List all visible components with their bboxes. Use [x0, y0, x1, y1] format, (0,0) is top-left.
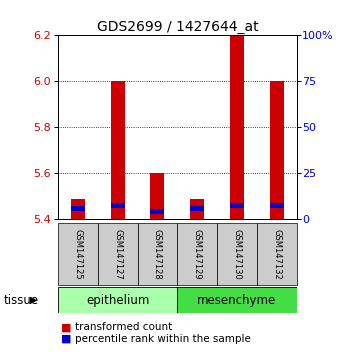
Text: GSM147130: GSM147130 — [233, 229, 241, 279]
Text: GSM147132: GSM147132 — [272, 229, 281, 279]
Bar — [230, 35, 244, 219]
Bar — [58, 287, 177, 313]
Bar — [71, 206, 85, 211]
Bar — [150, 209, 164, 214]
Bar — [270, 204, 284, 209]
Bar — [190, 199, 204, 219]
Text: ▶: ▶ — [30, 295, 37, 305]
Text: GSM147127: GSM147127 — [113, 229, 122, 279]
Text: ■: ■ — [61, 334, 72, 344]
Bar — [111, 81, 124, 219]
Text: transformed count: transformed count — [75, 322, 172, 332]
Bar — [270, 81, 284, 219]
Text: GSM147128: GSM147128 — [153, 229, 162, 279]
Text: tissue: tissue — [3, 293, 39, 307]
Title: GDS2699 / 1427644_at: GDS2699 / 1427644_at — [97, 21, 258, 34]
Text: GSM147129: GSM147129 — [193, 229, 202, 279]
Text: mesenchyme: mesenchyme — [197, 293, 277, 307]
Bar — [230, 204, 244, 209]
Text: ■: ■ — [61, 322, 72, 332]
Bar — [137, 223, 177, 285]
Bar — [111, 204, 124, 209]
Bar — [217, 223, 257, 285]
Bar — [98, 223, 137, 285]
Bar — [177, 287, 297, 313]
Text: epithelium: epithelium — [86, 293, 149, 307]
Bar — [71, 199, 85, 219]
Text: GSM147125: GSM147125 — [73, 229, 83, 279]
Bar — [190, 206, 204, 211]
Bar — [177, 223, 217, 285]
Text: percentile rank within the sample: percentile rank within the sample — [75, 334, 251, 344]
Bar — [257, 223, 297, 285]
Bar — [150, 173, 164, 219]
Bar — [58, 223, 98, 285]
